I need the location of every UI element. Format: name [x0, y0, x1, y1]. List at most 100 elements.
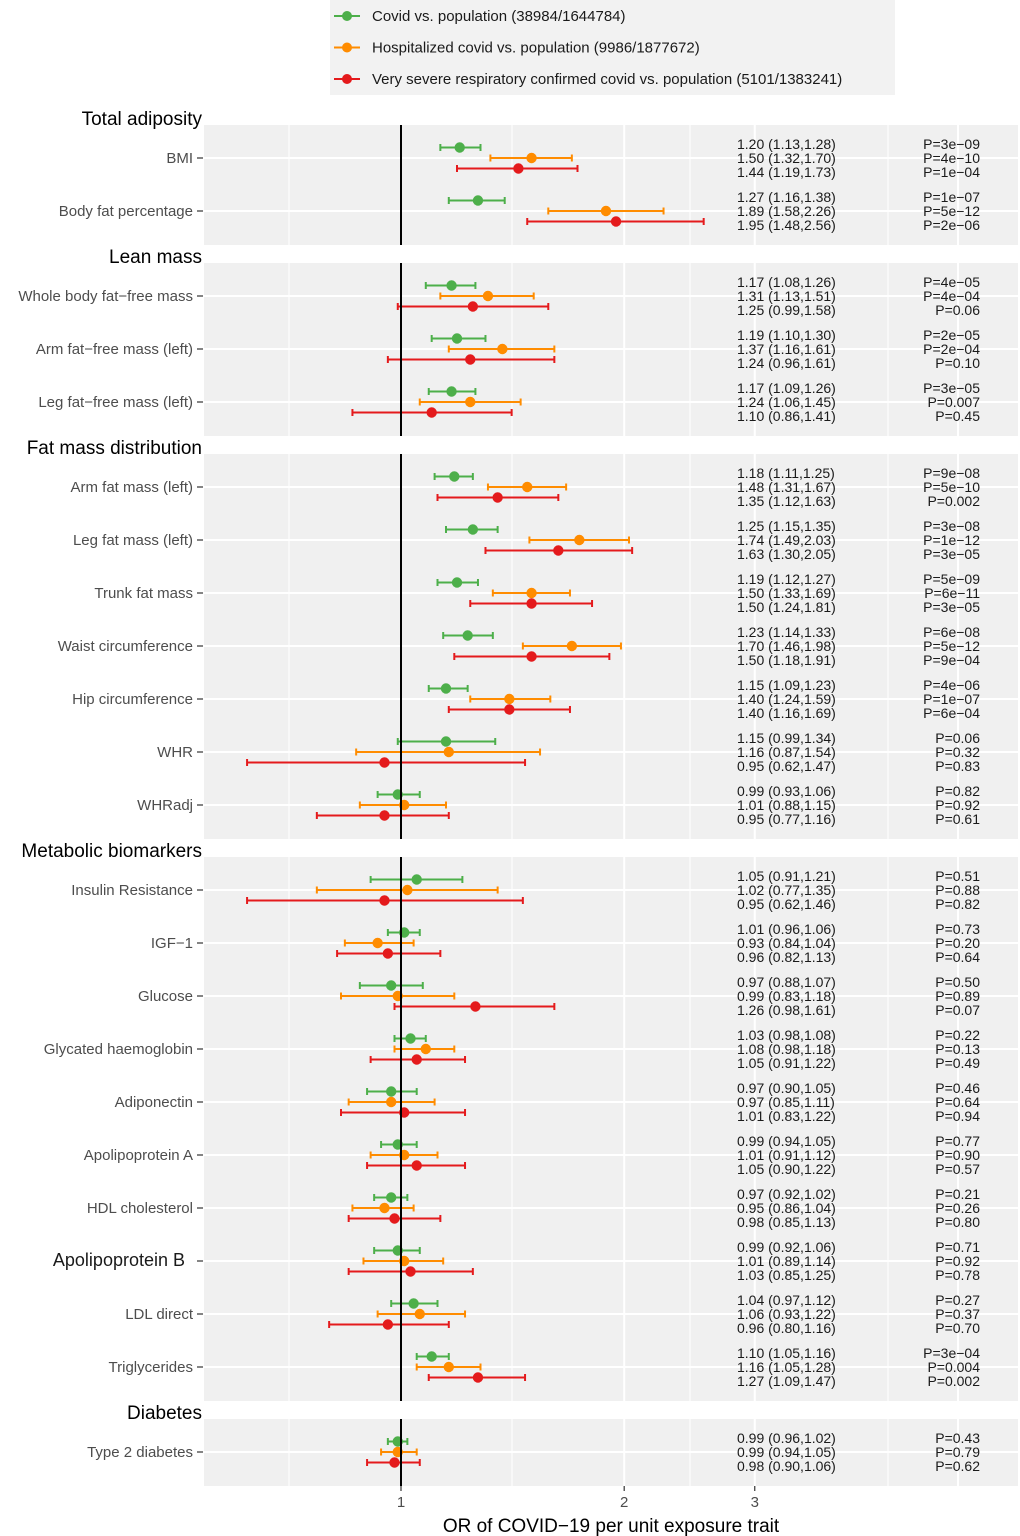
or-ci-label: 1.50 (1.32,1.70): [737, 150, 836, 166]
p-value-label: P=0.73: [935, 921, 980, 937]
point-estimate: [513, 163, 524, 174]
point-estimate: [497, 343, 508, 355]
or-ci-label: 1.17 (1.08,1.26): [737, 274, 836, 290]
x-tick-label: 2: [620, 1494, 628, 1511]
p-value-label: P=0.13: [935, 1041, 980, 1057]
trait-row: Type 2 diabetes 0.99 (0.96,1.02) P=0.43 0.9…: [87, 1430, 1018, 1474]
section-fat-mass-distribution: Fat mass distribution Arm fat mass (left)…: [27, 438, 1018, 839]
p-value-label: P=0.88: [935, 882, 980, 898]
or-ci-label: 0.93 (0.84,1.04): [737, 935, 836, 951]
p-value-label: P=1e−07: [923, 189, 980, 205]
section-header: Diabetes: [127, 1403, 202, 1424]
or-ci-label: 1.95 (1.48,2.56): [737, 217, 836, 233]
p-value-label: P=0.002: [927, 1373, 980, 1389]
or-ci-label: 1.50 (1.18,1.91): [737, 652, 836, 668]
or-ci-label: 0.97 (0.92,1.02): [737, 1186, 836, 1202]
or-ci-label: 0.96 (0.80,1.16): [737, 1320, 836, 1336]
p-value-label: P=0.27: [935, 1292, 980, 1308]
or-ci-label: 1.50 (1.33,1.69): [737, 585, 836, 601]
or-ci-label: 1.06 (0.93,1.22): [737, 1306, 836, 1322]
p-value-label: P=5e−09: [923, 571, 980, 587]
p-value-label: P=0.79: [935, 1444, 980, 1460]
point-estimate: [446, 386, 457, 397]
or-ci-label: 1.40 (1.16,1.69): [737, 705, 836, 721]
p-value-label: P=3e−05: [923, 380, 980, 396]
point-estimate: [465, 396, 476, 408]
or-ci-label: 1.44 (1.19,1.73): [737, 164, 836, 180]
or-ci-label: 1.48 (1.31,1.67): [737, 479, 836, 495]
trait-label: Apolipoprotein A: [84, 1147, 193, 1164]
or-ci-label: 0.97 (0.85,1.11): [737, 1094, 835, 1110]
p-value-label: P=4e−06: [923, 677, 980, 693]
or-ci-label: 1.03 (0.85,1.25): [737, 1267, 836, 1283]
or-ci-label: 1.24 (1.06,1.45): [737, 394, 836, 410]
or-ci-label: 1.40 (1.24,1.59): [737, 691, 836, 707]
p-value-label: P=3e−04: [923, 1345, 980, 1361]
point-estimate: [385, 1192, 397, 1203]
p-value-label: P=0.62: [935, 1458, 980, 1474]
point-estimate: [472, 1372, 484, 1383]
point-estimate: [553, 545, 564, 556]
p-value-label: P=4e−10: [923, 150, 980, 166]
p-value-label: P=3e−08: [923, 518, 980, 534]
p-value-label: P=0.43: [935, 1430, 980, 1446]
p-value-label: P=6e−04: [923, 705, 980, 721]
or-ci-label: 0.99 (0.94,1.05): [737, 1133, 836, 1149]
point-estimate: [454, 142, 465, 153]
point-estimate: [443, 746, 454, 758]
p-value-label: P=0.26: [935, 1200, 980, 1216]
point-estimate: [411, 1160, 422, 1171]
trait-row: BMI 1.20 (1.13,1.28) P=3e−09 1.50 (1.32,1.7…: [166, 136, 1018, 180]
p-value-label: P=3e−09: [923, 136, 980, 152]
p-value-label: P=0.57: [935, 1161, 980, 1177]
point-estimate: [420, 1043, 431, 1055]
p-value-label: P=1e−07: [923, 691, 980, 707]
point-estimate: [414, 1308, 425, 1320]
or-ci-label: 1.16 (1.05,1.28): [737, 1359, 836, 1375]
p-value-label: P=5e−12: [923, 638, 980, 654]
point-estimate: [372, 937, 383, 949]
point-estimate: [389, 1213, 400, 1224]
trait-row: HDL cholesterol 0.97 (0.92,1.02) P=0.21 0.9…: [87, 1186, 1018, 1230]
p-value-label: P=5e−10: [923, 479, 980, 495]
p-value-label: P=0.80: [935, 1214, 980, 1230]
point-estimate: [504, 704, 515, 715]
or-ci-label: 1.01 (0.96,1.06): [737, 921, 836, 937]
point-estimate: [443, 1361, 454, 1373]
point-estimate: [379, 1202, 390, 1214]
or-ci-label: 0.99 (0.93,1.06): [737, 783, 836, 799]
p-value-label: P=6e−08: [923, 624, 980, 640]
trait-row: Hip circumference 1.15 (1.09,1.23) P=4e−06…: [72, 677, 1018, 721]
x-tick-label: 3: [751, 1494, 759, 1511]
point-estimate: [472, 195, 484, 206]
p-value-label: P=0.94: [935, 1108, 980, 1124]
p-value-label: P=0.49: [935, 1055, 980, 1071]
point-estimate: [574, 534, 585, 546]
trait-label: Apolipoprotein B: [53, 1250, 185, 1270]
p-value-label: P=0.007: [927, 394, 980, 410]
p-value-label: P=0.82: [935, 896, 980, 912]
or-ci-label: 1.89 (1.58,2.26): [737, 203, 836, 219]
p-value-label: P=3e−05: [923, 546, 980, 562]
trait-label: LDL direct: [125, 1306, 194, 1323]
or-ci-label: 1.04 (0.97,1.12): [737, 1292, 836, 1308]
or-ci-label: 1.18 (1.11,1.25): [737, 465, 835, 481]
point-estimate: [522, 481, 533, 493]
trait-label: IGF−1: [151, 935, 193, 952]
p-value-label: P=0.64: [935, 1094, 980, 1110]
p-value-label: P=0.64: [935, 949, 980, 965]
x-axis: 1 2 3 OR of COVID−19 per unit exposure trai…: [397, 1486, 780, 1536]
trait-label: Whole body fat−free mass: [18, 288, 193, 305]
legend-key-point: [342, 42, 352, 53]
x-tick-label: 1: [397, 1494, 405, 1511]
or-ci-label: 1.02 (0.77,1.35): [737, 882, 836, 898]
or-ci-label: 1.19 (1.12,1.27): [737, 571, 836, 587]
or-ci-label: 1.05 (0.91,1.22): [737, 1055, 836, 1071]
or-ci-label: 0.95 (0.86,1.04): [737, 1200, 836, 1216]
p-value-label: P=0.51: [935, 868, 980, 884]
p-value-label: P=0.82: [935, 783, 980, 799]
or-ci-label: 1.23 (1.14,1.33): [737, 624, 836, 640]
trait-row: Trunk fat mass 1.19 (1.12,1.27) P=5e−09 1.5…: [94, 571, 1018, 615]
trait-row: Apolipoprotein A 0.99 (0.94,1.05) P=0.77 1.…: [84, 1133, 1018, 1177]
or-ci-label: 1.25 (1.15,1.35): [737, 518, 836, 534]
